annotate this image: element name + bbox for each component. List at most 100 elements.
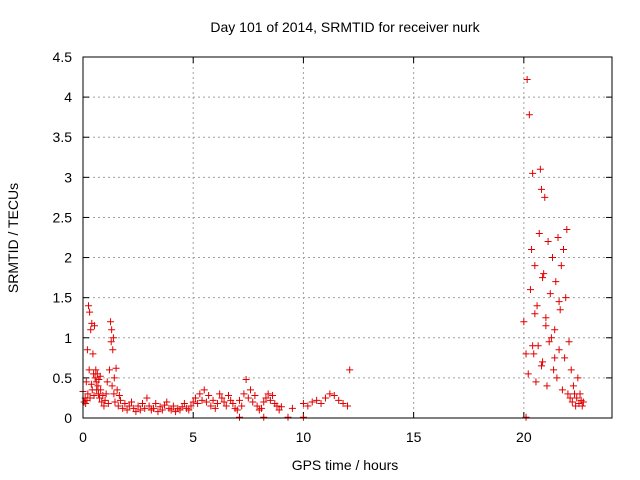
data-point xyxy=(531,262,539,270)
data-point xyxy=(552,278,560,286)
data-point xyxy=(344,402,351,410)
x-axis-label: GPS time / hours xyxy=(292,457,399,473)
y-tick-label: 3 xyxy=(64,169,72,185)
y-tick-label: 2 xyxy=(64,250,72,266)
y-tick-label: 0.5 xyxy=(53,370,73,386)
data-point xyxy=(522,413,530,421)
data-point xyxy=(158,406,166,414)
data-point xyxy=(247,386,255,394)
y-tick-label: 4.5 xyxy=(53,49,73,65)
y-axis-label: SRMTID / TECUs xyxy=(5,183,21,293)
data-point xyxy=(90,322,98,330)
data-point xyxy=(299,413,307,421)
data-point xyxy=(202,398,210,406)
data-point xyxy=(539,274,547,282)
data-point xyxy=(543,382,551,390)
data-point xyxy=(116,396,124,404)
data-point xyxy=(539,358,547,366)
data-point xyxy=(86,394,94,402)
y-tick-label: 3.5 xyxy=(53,129,73,145)
data-point xyxy=(242,375,250,383)
data-point xyxy=(566,394,574,402)
data-point xyxy=(102,390,110,398)
data-point xyxy=(121,400,129,408)
data-point xyxy=(100,402,108,410)
data-point xyxy=(548,254,556,262)
data-point xyxy=(125,402,133,410)
data-point xyxy=(531,310,539,318)
data-point xyxy=(119,404,127,412)
data-point xyxy=(229,400,237,408)
data-points xyxy=(79,75,587,421)
data-point xyxy=(86,308,94,316)
data-point xyxy=(87,326,95,334)
data-point xyxy=(317,400,325,408)
data-point xyxy=(557,262,565,270)
data-point xyxy=(537,362,545,370)
data-point xyxy=(97,386,105,394)
data-point xyxy=(546,290,554,298)
data-point xyxy=(216,390,224,398)
data-point xyxy=(114,402,122,410)
data-point xyxy=(533,302,541,310)
y-tick-labels: 0 0.5 1 1.5 2 2.5 3 3.5 4 4.5 xyxy=(53,49,73,426)
data-point xyxy=(163,398,171,406)
data-point xyxy=(180,400,188,408)
data-point xyxy=(220,398,228,406)
data-point xyxy=(185,406,193,414)
data-point xyxy=(525,111,533,119)
data-point xyxy=(108,326,116,334)
data-point xyxy=(551,354,559,362)
data-point xyxy=(90,392,98,400)
data-point xyxy=(91,374,99,382)
data-point xyxy=(240,390,248,398)
data-point xyxy=(105,366,113,374)
data-point xyxy=(109,346,117,354)
data-point xyxy=(542,314,550,322)
data-point xyxy=(103,378,111,386)
data-point xyxy=(235,413,243,421)
data-point xyxy=(85,302,93,310)
data-point xyxy=(288,404,296,412)
data-point xyxy=(547,334,555,342)
data-point xyxy=(526,286,534,294)
data-point xyxy=(551,326,559,334)
data-point xyxy=(567,366,575,374)
data-point xyxy=(152,400,160,408)
data-point xyxy=(576,390,584,398)
data-point xyxy=(187,402,195,410)
data-point xyxy=(111,398,119,406)
data-point xyxy=(554,234,562,241)
data-point xyxy=(107,338,115,346)
data-point xyxy=(529,169,537,177)
data-point xyxy=(211,404,219,412)
data-point xyxy=(205,392,213,400)
grid-lines xyxy=(83,57,612,418)
data-point xyxy=(321,394,329,402)
data-point xyxy=(109,334,117,342)
data-point xyxy=(218,394,226,402)
data-point xyxy=(98,398,106,406)
y-tick-label: 4 xyxy=(64,89,72,105)
data-point xyxy=(127,398,135,406)
data-point xyxy=(101,396,109,404)
data-point xyxy=(556,306,564,314)
data-point xyxy=(104,400,112,408)
data-point xyxy=(550,366,558,374)
data-point xyxy=(94,382,102,390)
data-point xyxy=(253,402,261,410)
data-point xyxy=(578,402,586,410)
data-point xyxy=(260,413,268,421)
data-point xyxy=(198,396,206,404)
data-point xyxy=(558,386,566,394)
data-point xyxy=(308,398,316,406)
data-point xyxy=(565,338,573,346)
data-point xyxy=(194,400,202,408)
data-point xyxy=(89,350,97,358)
data-point xyxy=(189,398,197,406)
data-point xyxy=(110,374,118,382)
data-point xyxy=(123,406,131,414)
data-point xyxy=(235,396,243,404)
y-tick-label: 1 xyxy=(64,330,72,346)
data-point xyxy=(304,402,312,410)
